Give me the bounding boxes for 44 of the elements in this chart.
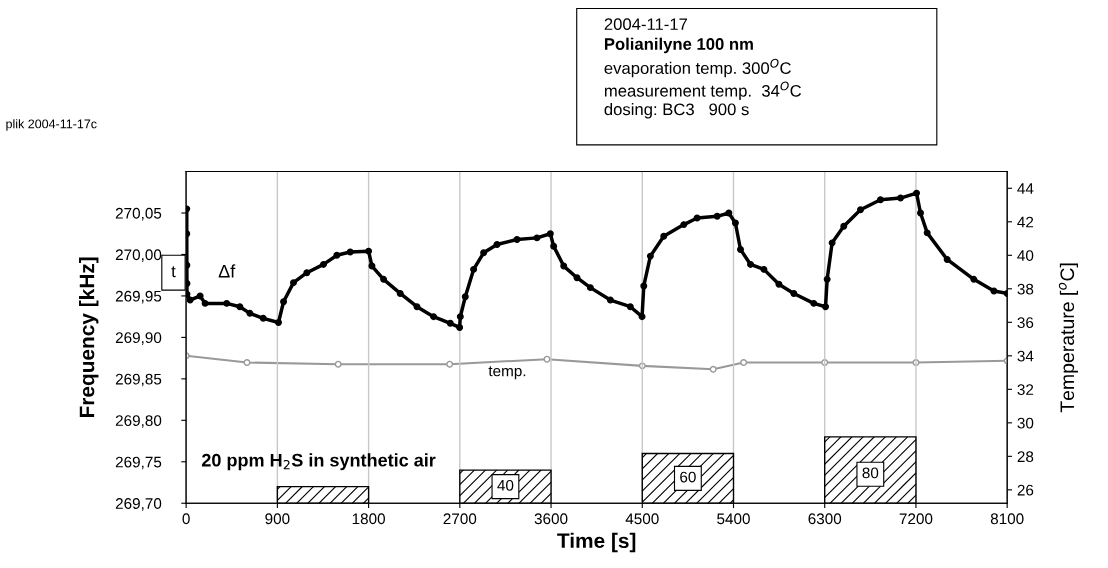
x-tick-label: 3600 <box>534 513 568 525</box>
text: measurement temp. 34$^{O}$C <box>604 81 802 101</box>
y-tick-label: 269,70 <box>115 498 162 511</box>
x-tick-label: 8100 <box>990 513 1024 525</box>
x-tick-label: 0 <box>182 513 190 525</box>
y2-tick-label: 40 <box>1017 250 1034 261</box>
text: plik 2004-11-17c <box>6 119 97 131</box>
x-tick-label: 4500 <box>625 513 659 525</box>
text: Polianilyne 100 nm <box>604 37 753 54</box>
y2-tick-label: 30 <box>1017 417 1034 429</box>
x-axis-title: Time [s] <box>557 532 636 553</box>
y2-axis-title: Temperature [$^{o}$C] <box>1058 263 1078 413</box>
x-tick-label: 6300 <box>808 513 842 525</box>
y-tick-label: 270,05 <box>115 207 162 221</box>
y-tick-label: 269,80 <box>115 415 162 428</box>
annotation: 80 <box>862 467 879 479</box>
y-tick-label: 270,00 <box>115 249 162 262</box>
annotation: 60 <box>680 471 696 483</box>
y2-tick-label: 26 <box>1017 484 1034 496</box>
y2-tick-label: 28 <box>1017 451 1034 463</box>
x-tick-label: 7200 <box>899 513 933 525</box>
y2-tick-label: 36 <box>1017 317 1034 328</box>
y-tick-label: 269,85 <box>115 373 162 387</box>
y-tick-label: 269,95 <box>115 290 162 304</box>
x-tick-label: 900 <box>265 513 290 525</box>
annotation: 20 ppm H$_{2}$S in synthetic air <box>201 453 436 471</box>
y-axis-title: Frequency [kHz] <box>79 257 99 418</box>
annotation: temp. <box>488 366 526 380</box>
y-tick-label: 269,75 <box>115 456 162 470</box>
y2-tick-label: 44 <box>1017 183 1034 194</box>
y-tick-label: 269,90 <box>115 332 162 345</box>
y2-tick-label: 34 <box>1017 350 1034 362</box>
x-tick-label: 2700 <box>443 513 477 525</box>
x-tick-label: 5400 <box>717 513 750 525</box>
x-tick-label: 1800 <box>352 513 385 525</box>
text: 2004-11-17 <box>604 18 688 31</box>
annotation: Δf <box>218 264 236 278</box>
y2-tick-label: 32 <box>1017 384 1034 396</box>
text: evaporation temp. 300$^{O}$C <box>604 58 791 78</box>
y2-tick-label: 42 <box>1017 216 1034 228</box>
annotation: 40 <box>497 479 514 491</box>
text: t <box>171 266 176 278</box>
y2-tick-label: 38 <box>1017 283 1034 295</box>
text: dosing: BC3 900 s <box>604 102 749 119</box>
